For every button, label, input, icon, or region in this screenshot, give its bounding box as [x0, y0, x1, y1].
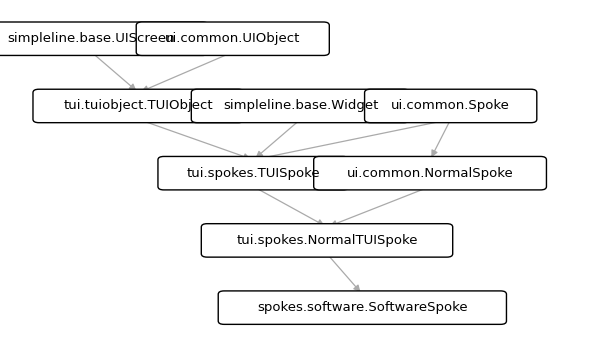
Text: ui.common.Spoke: ui.common.Spoke [391, 99, 510, 113]
FancyBboxPatch shape [136, 22, 329, 56]
FancyBboxPatch shape [218, 291, 507, 324]
Text: tui.tuiobject.TUIObject: tui.tuiobject.TUIObject [64, 99, 213, 113]
Text: tui.spokes.NormalTUISpoke: tui.spokes.NormalTUISpoke [236, 234, 418, 247]
FancyBboxPatch shape [158, 156, 349, 190]
FancyBboxPatch shape [33, 89, 244, 123]
FancyBboxPatch shape [191, 89, 410, 123]
Text: simpleline.base.Widget: simpleline.base.Widget [223, 99, 378, 113]
Text: ui.common.NormalSpoke: ui.common.NormalSpoke [347, 167, 513, 180]
Text: ui.common.UIObject: ui.common.UIObject [165, 32, 300, 45]
Text: spokes.software.SoftwareSpoke: spokes.software.SoftwareSpoke [257, 301, 468, 314]
Text: simpleline.base.UIScreen: simpleline.base.UIScreen [8, 32, 175, 45]
FancyBboxPatch shape [365, 89, 537, 123]
FancyBboxPatch shape [201, 224, 453, 257]
FancyBboxPatch shape [314, 156, 546, 190]
Text: tui.spokes.TUISpoke: tui.spokes.TUISpoke [186, 167, 320, 180]
FancyBboxPatch shape [0, 22, 209, 56]
